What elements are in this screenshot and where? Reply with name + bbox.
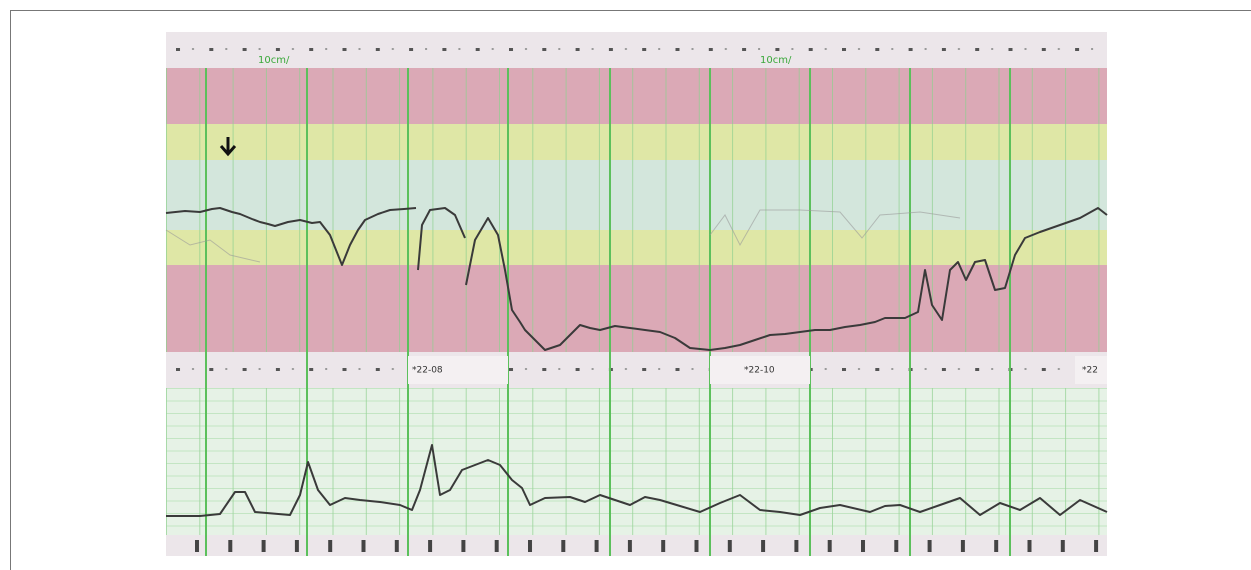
- speed-label: 10cm/: [258, 55, 290, 66]
- figure: 10cm/ 10cm/ *22-08 *22-10 *22 (() => { c…: [0, 0, 1251, 570]
- strip-label: *22-10: [744, 366, 775, 376]
- strip-label: *22: [1082, 366, 1098, 376]
- speed-label: 10cm/: [760, 55, 792, 66]
- strip-label: *22-08: [412, 366, 443, 376]
- ctg-paper: [166, 32, 1107, 556]
